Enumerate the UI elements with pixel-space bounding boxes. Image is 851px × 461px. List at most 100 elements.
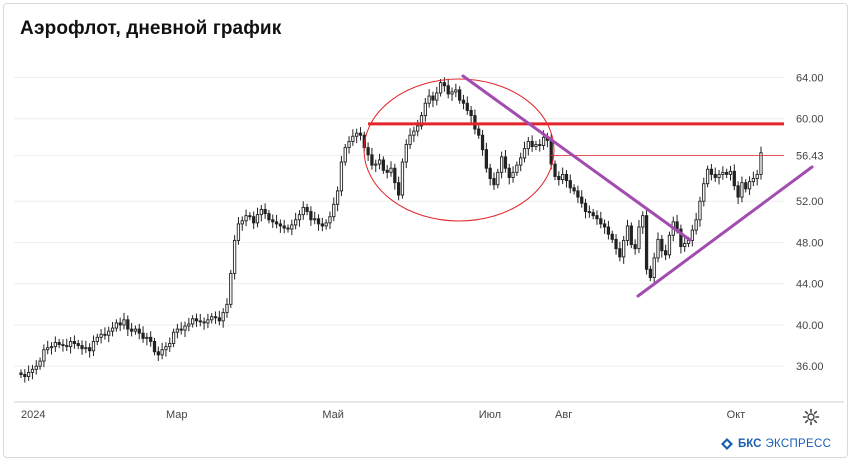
candle xyxy=(416,119,420,137)
candle-body xyxy=(274,221,279,225)
candle xyxy=(747,176,752,195)
candle xyxy=(65,338,69,352)
candle-body xyxy=(141,332,145,339)
candle xyxy=(42,344,46,368)
candle-body xyxy=(145,336,149,339)
candle-body xyxy=(717,173,721,178)
candle xyxy=(679,224,683,254)
candle-body xyxy=(721,171,725,175)
candle xyxy=(88,343,92,358)
candle-body xyxy=(622,239,626,258)
candle-body xyxy=(465,102,469,111)
candle-body xyxy=(538,144,542,146)
candle xyxy=(149,331,153,347)
candle xyxy=(389,161,393,177)
candle-body xyxy=(526,140,530,150)
candle-body xyxy=(118,322,122,326)
candle xyxy=(614,234,618,255)
candle xyxy=(72,335,77,349)
candle xyxy=(702,177,706,207)
candle xyxy=(38,357,42,370)
candle xyxy=(580,190,584,208)
candle-body xyxy=(400,161,405,196)
candle xyxy=(385,165,389,179)
candle-body xyxy=(423,102,427,117)
candle-body xyxy=(751,178,756,183)
candle-body xyxy=(355,132,359,137)
candle-body xyxy=(34,365,38,370)
candle-body xyxy=(747,181,752,190)
candle xyxy=(633,239,637,255)
candle-body xyxy=(458,89,462,101)
candle xyxy=(759,146,763,180)
candle xyxy=(576,185,580,204)
candle xyxy=(705,165,710,188)
candle-body xyxy=(26,371,31,377)
candle xyxy=(725,168,729,179)
candle xyxy=(709,163,714,181)
candle xyxy=(118,317,122,332)
candle xyxy=(507,163,511,185)
y-tick-label: 64.00 xyxy=(796,72,824,84)
candle xyxy=(236,216,241,245)
candle xyxy=(80,340,84,355)
candle-body xyxy=(625,225,630,241)
candle xyxy=(496,168,500,189)
candle-body xyxy=(88,347,92,352)
candle xyxy=(488,163,492,186)
candle-body xyxy=(46,347,50,351)
candle-body xyxy=(725,171,729,175)
candle-body xyxy=(683,243,687,248)
candle-body xyxy=(248,215,252,218)
candle-body xyxy=(488,167,492,179)
candle-body xyxy=(736,185,740,198)
candle-body xyxy=(549,139,553,165)
candle xyxy=(259,205,263,222)
candle xyxy=(412,126,416,143)
candle-body xyxy=(473,115,477,130)
candle-body xyxy=(225,303,229,314)
candle xyxy=(320,217,324,232)
candle xyxy=(126,315,130,337)
candle-body xyxy=(301,206,305,216)
candle-body xyxy=(374,163,378,166)
candle-body xyxy=(606,226,611,235)
candle-body xyxy=(183,325,187,331)
candle-body xyxy=(152,341,157,353)
candle xyxy=(107,326,111,343)
candle xyxy=(465,96,469,115)
candlestick-chart[interactable]: 64.00 60.00 56.43 52.00 48.00 44.00 40.00 36.00… xyxy=(4,4,847,457)
candle xyxy=(664,244,668,261)
candle xyxy=(583,198,588,219)
candle xyxy=(248,212,252,221)
candle-body xyxy=(95,336,99,342)
candle xyxy=(313,211,317,225)
candle-body xyxy=(114,322,118,329)
candle-body xyxy=(641,215,645,228)
candle xyxy=(751,171,756,187)
candle-body xyxy=(65,345,69,348)
candle xyxy=(381,156,386,174)
candle xyxy=(492,172,496,190)
candle-body xyxy=(435,92,439,101)
candle-body xyxy=(404,144,408,163)
grid-layer xyxy=(14,76,784,367)
candle-body xyxy=(198,320,202,323)
candle-body xyxy=(644,215,649,270)
candle-body xyxy=(49,346,54,349)
candle xyxy=(755,169,759,186)
candle xyxy=(511,166,515,183)
candle-body xyxy=(580,196,584,204)
up-trend-line xyxy=(636,165,814,298)
y-tick-label: 52.00 xyxy=(796,196,824,208)
candle-body xyxy=(259,209,263,216)
candle-body xyxy=(702,183,706,202)
candle-body xyxy=(385,169,389,173)
candle xyxy=(683,237,687,252)
x-tick-label: Июл xyxy=(479,409,501,421)
candle xyxy=(187,317,191,332)
settings-gear-icon[interactable] xyxy=(802,408,820,426)
candle-body xyxy=(210,316,214,321)
candle-body xyxy=(595,215,599,220)
candle-body xyxy=(191,318,195,325)
